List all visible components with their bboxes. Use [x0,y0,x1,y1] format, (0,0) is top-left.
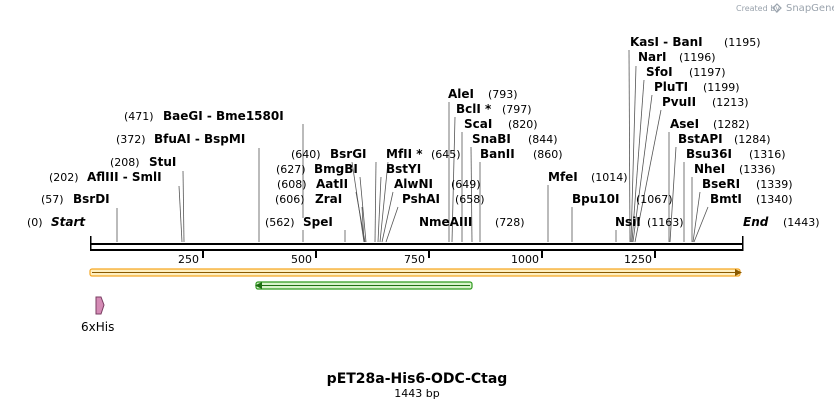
site-pos: (562) [265,216,295,229]
site-label: BaeGI - Bme1580I [163,109,284,123]
green-feature-arrow [255,281,473,290]
site-pos: (57) [41,193,64,206]
site-label: NheI [694,162,725,176]
site-label: MfeI [548,170,578,184]
snapgene-logo-icon [772,3,782,13]
site-pos: (728) [495,216,525,229]
site-pos: (471) [124,110,154,123]
site-pos: (1213) [712,96,749,109]
site-label: Bpu10I [572,192,619,206]
site-pos: (844) [528,133,558,146]
site-label: SfoI [646,65,673,79]
site-label: BanII [480,147,515,161]
site-pos: (658) [455,193,485,206]
sequence-backbone [90,236,744,251]
tick-label: 750 [404,253,425,266]
site-label: Bsu36I [686,147,732,161]
site-pos: (627) [276,163,306,176]
site-label: PluTI [654,80,688,94]
site-pos: (1340) [756,193,793,206]
start-pos: (0) [27,216,43,229]
site-pos: (1014) [591,171,628,184]
orange-feature-arrow [89,268,742,277]
end-label: End [743,215,769,229]
site-label: BseRI [702,177,740,191]
site-pos: (1199) [703,81,740,94]
site-label: AseI [670,117,699,131]
site-label: AatII [316,177,348,191]
his-tag-label: 6xHis [81,320,114,334]
site-pos: (1163) [647,216,684,229]
site-pos: (1067) [636,193,673,206]
site-pos: (1195) [724,36,761,49]
his-tag-feature [95,296,105,315]
site-label: PvuII [662,95,696,109]
site-pos: (649) [451,178,481,191]
site-pos: (606) [275,193,305,206]
credit-created-by: Created by [736,4,780,13]
site-pos: (1196) [679,51,716,64]
site-pos: (1339) [756,178,793,191]
tick-label: 250 [178,253,199,266]
site-pos: (608) [277,178,307,191]
credit-brand: SnapGene [786,3,834,14]
connector-lines [116,49,709,243]
site-pos: (797) [502,103,532,116]
map-length: 1443 bp [394,387,439,400]
site-label: BmtI [710,192,742,206]
site-label: NarI [638,50,667,64]
site-label: AflIII - SmlI [87,170,162,184]
site-label: StuI [149,155,176,169]
site-pos: (202) [49,171,79,184]
site-pos: (1197) [689,66,726,79]
map-title: pET28a-His6-ODC-Ctag [327,371,508,387]
site-label: SpeI [303,215,333,229]
site-pos: (1284) [734,133,771,146]
end-pos: (1443) [783,216,820,229]
site-label: BfuAI - BspMI [154,132,245,146]
site-label: SnaBI [472,132,511,146]
start-label: Start [51,215,86,229]
site-pos: (208) [110,156,140,169]
site-label: BstYI [386,162,421,176]
site-pos: (645) [431,148,461,161]
site-label: NmeAIII [419,215,472,229]
ruler: 250 500 750 1000 1250 [178,251,656,266]
tick-label: 1000 [511,253,539,266]
site-label: AleI [448,87,474,101]
tick-label: 500 [291,253,312,266]
site-label: BstAPI [678,132,723,146]
site-label: MfII * [386,147,423,161]
site-pos: (1336) [739,163,776,176]
site-label: AlwNI [394,177,433,191]
site-label: BclI * [456,102,492,116]
site-pos: (372) [116,133,146,146]
site-pos: (1316) [749,148,786,161]
site-label: BmgBI [314,162,358,176]
site-label: PshAI [402,192,440,206]
site-pos: (640) [291,148,321,161]
site-pos: (860) [533,148,563,161]
tick-label: 1250 [624,253,652,266]
site-pos: (1282) [713,118,750,131]
site-pos: (820) [508,118,538,131]
site-label: BsrGI [330,147,367,161]
site-pos: (793) [488,88,518,101]
site-label: KasI - BanI [630,35,703,49]
restriction-sites: (57) BsrDI (202) AflIII - SmlI (208) Stu… [41,35,793,229]
site-label: ScaI [464,117,492,131]
site-label: NsiI [615,215,641,229]
site-label: BsrDI [73,192,110,206]
site-label: ZraI [315,192,342,206]
